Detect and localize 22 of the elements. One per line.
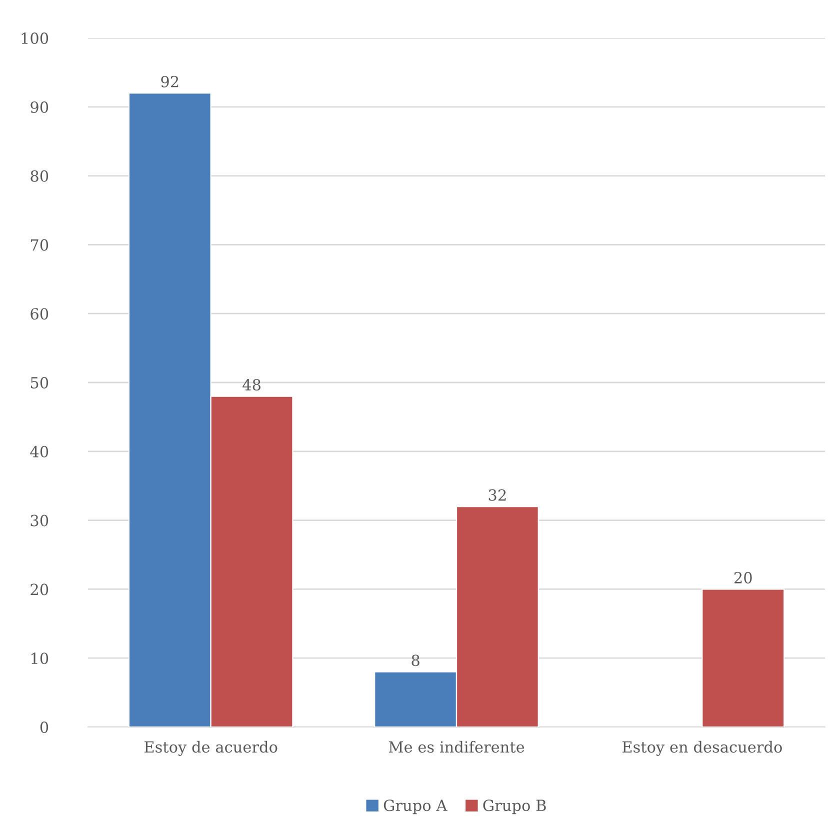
y-tick-label: 70 [30,239,48,251]
bar [702,588,785,727]
y-tick-label: 10 [32,652,48,664]
y-tick-label: 80 [30,170,48,182]
y-tick-label: 60 [30,308,48,320]
y-tick-label: 90 [30,101,48,113]
data-label: 20 [734,572,752,584]
data-label: 32 [488,489,506,501]
legend-label: Grupo B [483,800,546,814]
x-tick-label: Me es indiferente [388,740,524,753]
x-tick-label: Estoy en desacuerdo [622,740,782,756]
y-tick-label: 100 [22,32,48,44]
y-tick-label: 50 [30,376,48,389]
y-tick-label: 0 [40,721,48,734]
data-label: 48 [242,378,260,391]
y-tick-label: 20 [30,584,48,596]
data-label: 8 [412,654,420,666]
data-label: 92 [161,76,178,88]
legend-label: Grupo A [384,800,448,814]
y-tick-label: 30 [30,514,48,526]
x-tick-label: Estoy de acuerdo [144,740,278,756]
y-tick-label: 40 [30,446,48,458]
